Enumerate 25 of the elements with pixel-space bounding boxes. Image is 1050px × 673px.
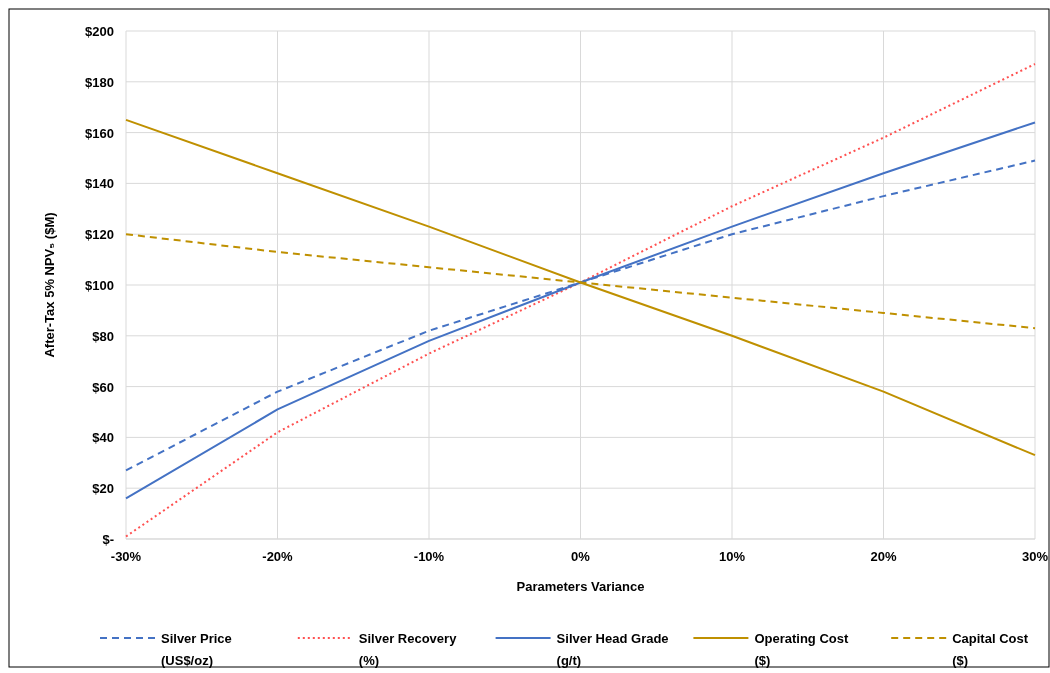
y-axis-title: After-Tax 5% NPV₅ ($M) bbox=[42, 212, 57, 358]
y-tick-label: $160 bbox=[85, 125, 114, 141]
y-tick-label: $20 bbox=[92, 481, 114, 497]
legend-label: Operating Cost ($) bbox=[754, 631, 849, 668]
y-tick-label: $180 bbox=[85, 74, 114, 90]
y-tick-label: $200 bbox=[85, 24, 114, 39]
x-tick-label: -20% bbox=[262, 549, 294, 564]
x-axis-title: Parameters Variance bbox=[516, 579, 645, 594]
y-tick-label: $60 bbox=[92, 379, 114, 395]
x-tick-label: -10% bbox=[413, 549, 445, 564]
y-tick-label: $100 bbox=[85, 278, 114, 293]
legend-label: Silver Price (US$/oz) bbox=[161, 631, 232, 668]
x-tick-label: 10% bbox=[718, 549, 746, 564]
y-tick-label: $80 bbox=[92, 328, 114, 344]
legend-label: Silver Head Grade (g/t) bbox=[556, 631, 669, 668]
x-tick-label: 30% bbox=[1021, 549, 1049, 564]
y-tick-label: $40 bbox=[92, 430, 114, 446]
legend-label: Silver Recovery (%) bbox=[358, 631, 458, 668]
x-tick-label: -30% bbox=[110, 549, 142, 564]
legend-label: Capital Cost ($) bbox=[952, 631, 1029, 668]
x-tick-label: 0% bbox=[571, 549, 591, 564]
x-tick-label: 20% bbox=[870, 549, 897, 564]
y-tick-label: $- bbox=[102, 532, 114, 547]
y-tick-label: $140 bbox=[85, 176, 114, 192]
y-tick-label: $120 bbox=[85, 227, 114, 243]
